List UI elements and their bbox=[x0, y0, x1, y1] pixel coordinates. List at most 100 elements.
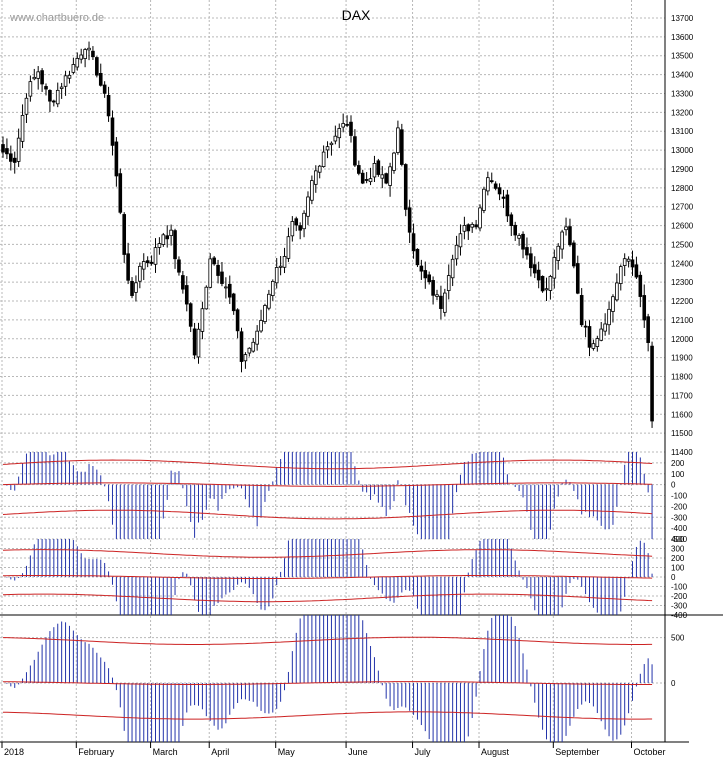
candle-body bbox=[548, 276, 553, 291]
price-tick-label: 11600 bbox=[671, 410, 693, 419]
candle-body bbox=[294, 218, 299, 226]
candle-body bbox=[341, 123, 345, 128]
candle-body bbox=[227, 283, 232, 298]
candle-body bbox=[255, 330, 259, 345]
indicator-tick-label: 200 bbox=[671, 554, 685, 563]
candle-body bbox=[611, 296, 615, 312]
price-tick-label: 12600 bbox=[671, 222, 694, 231]
month-label: March bbox=[153, 747, 178, 757]
candle-body bbox=[75, 57, 80, 68]
price-tick-label: 11900 bbox=[671, 354, 693, 363]
candle-body bbox=[360, 172, 365, 184]
candle-body bbox=[286, 236, 291, 259]
indicator-tick-label: -300 bbox=[671, 602, 688, 611]
price-tick-label: 12700 bbox=[671, 203, 694, 212]
candle-body bbox=[306, 196, 310, 217]
grid-layer bbox=[0, 0, 665, 742]
candle-body bbox=[134, 282, 138, 293]
watermark: www.chartbuero.de bbox=[9, 12, 104, 24]
candle-body bbox=[188, 303, 193, 327]
indicator-tick-label: -400 bbox=[671, 524, 688, 533]
candle-body bbox=[40, 70, 44, 85]
candle-body bbox=[149, 261, 154, 264]
candle-body bbox=[337, 128, 342, 139]
candle-body bbox=[407, 207, 412, 233]
indicator-tick-label: 0 bbox=[671, 679, 676, 688]
candle-body bbox=[1, 144, 5, 153]
candle-body bbox=[357, 165, 361, 174]
price-tick-label: 12500 bbox=[671, 240, 694, 249]
candle-body bbox=[290, 221, 295, 237]
candle-body bbox=[48, 90, 52, 102]
candle-body bbox=[145, 260, 150, 264]
candle-body bbox=[427, 274, 431, 283]
candle-body bbox=[419, 265, 424, 272]
indicator-tick-label: -200 bbox=[671, 592, 688, 601]
candle-body bbox=[591, 343, 596, 349]
indicator-band bbox=[3, 575, 653, 579]
candle-body bbox=[384, 173, 388, 184]
candle-body bbox=[579, 295, 584, 326]
indicator-tick-label: 200 bbox=[671, 459, 685, 468]
candle-body bbox=[400, 129, 404, 165]
price-tick-label: 12100 bbox=[671, 316, 694, 325]
candle-body bbox=[208, 258, 213, 288]
candle-body bbox=[321, 151, 326, 167]
candle-body bbox=[497, 187, 502, 195]
candle-body bbox=[650, 345, 654, 422]
price-tick-label: 12800 bbox=[671, 184, 694, 193]
price-tick-label: 13300 bbox=[671, 89, 694, 98]
candle-body bbox=[587, 326, 592, 348]
candle-body bbox=[130, 280, 134, 296]
candle-body bbox=[20, 115, 25, 142]
candle-body bbox=[251, 341, 256, 352]
candle-body bbox=[638, 274, 643, 297]
candle-body bbox=[431, 280, 435, 296]
indicator-tick-label: 0 bbox=[671, 481, 676, 490]
candle-body bbox=[536, 269, 541, 281]
month-label: July bbox=[415, 747, 432, 757]
indicator-tick-label: 100 bbox=[671, 470, 685, 479]
candle-body bbox=[274, 267, 279, 284]
candle-body bbox=[302, 212, 306, 230]
candle-body bbox=[532, 264, 537, 274]
candle-body bbox=[184, 285, 189, 305]
indicator-tick-label: -300 bbox=[671, 513, 688, 522]
candle-body bbox=[71, 64, 76, 73]
candle-body bbox=[509, 214, 514, 226]
indicator-tick-label: -500 bbox=[671, 535, 688, 544]
price-tick-label: 13000 bbox=[671, 146, 694, 155]
indicator-band bbox=[2, 711, 653, 720]
candle-body bbox=[298, 225, 302, 231]
candle-body bbox=[474, 224, 478, 228]
candle-body bbox=[505, 194, 510, 217]
candle-body bbox=[529, 253, 533, 269]
indicator-band bbox=[2, 459, 653, 470]
indicator-tick-label: 500 bbox=[671, 634, 685, 643]
candle-body bbox=[443, 292, 447, 313]
candle-body bbox=[44, 86, 48, 90]
candle-body bbox=[239, 331, 244, 362]
candle-body bbox=[63, 75, 68, 87]
candle-body bbox=[552, 257, 557, 279]
chart-title: DAX bbox=[342, 7, 371, 23]
indicator-band bbox=[2, 482, 653, 487]
candle-body bbox=[618, 266, 623, 284]
price-tick-label: 13700 bbox=[671, 14, 694, 23]
candle-body bbox=[396, 127, 400, 153]
candle-body bbox=[5, 148, 9, 155]
price-tick-label: 11800 bbox=[671, 373, 693, 382]
price-tick-label: 13400 bbox=[671, 71, 694, 80]
indicator-tick-label: 100 bbox=[671, 564, 685, 573]
candle-body bbox=[310, 180, 314, 201]
candle-body bbox=[349, 121, 353, 136]
candle-body bbox=[583, 325, 588, 328]
month-label: 2018 bbox=[4, 747, 24, 757]
candle-body bbox=[204, 286, 209, 310]
candle-body bbox=[118, 173, 123, 213]
candle-body bbox=[216, 264, 220, 276]
candle-body bbox=[525, 247, 529, 256]
candle-body bbox=[470, 223, 474, 228]
price-candles bbox=[1, 41, 654, 428]
candle-body bbox=[458, 233, 463, 248]
